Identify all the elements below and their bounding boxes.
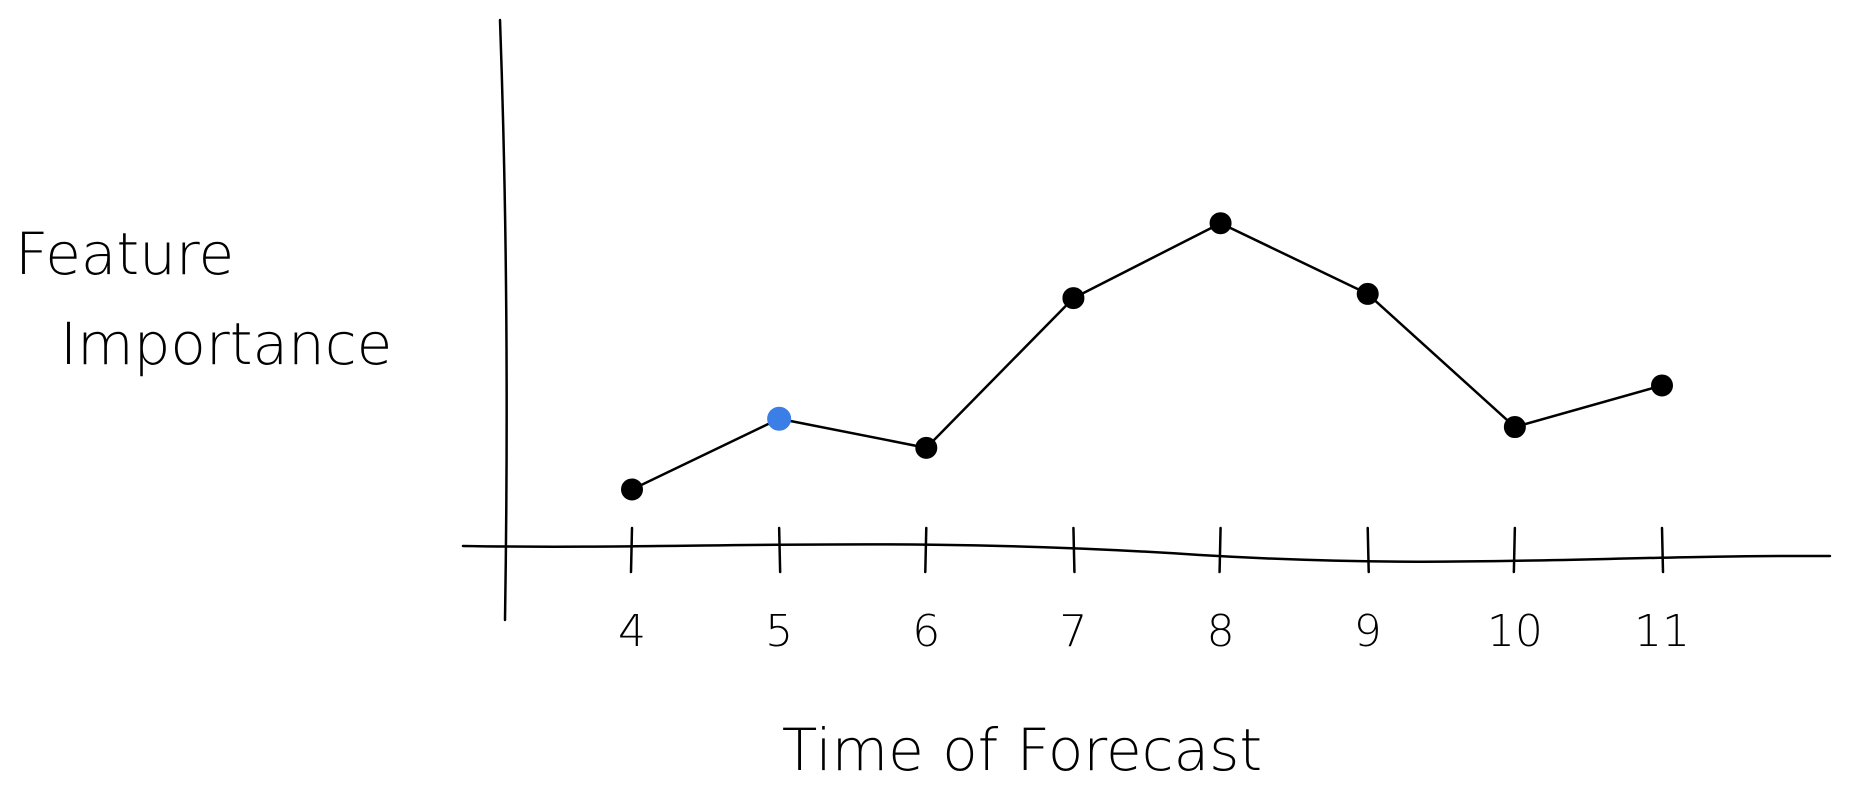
x-ticks: 4 5 6 7 8 9 10 11 bbox=[618, 526, 1690, 657]
y-axis-title-line-1: Feature bbox=[15, 220, 234, 288]
x-tick-5 bbox=[777, 526, 782, 574]
x-axis-title: Time of Forecast bbox=[782, 716, 1262, 784]
x-tick-11 bbox=[1660, 526, 1665, 574]
x-tick-label-6: 6 bbox=[912, 606, 940, 657]
data-point-7 bbox=[1062, 287, 1085, 310]
series-layer bbox=[621, 212, 1673, 501]
x-tick-label-10: 10 bbox=[1487, 606, 1543, 657]
data-point-9 bbox=[1356, 282, 1379, 305]
y-axis-line bbox=[498, 18, 508, 622]
x-tick-label-8: 8 bbox=[1207, 606, 1235, 657]
x-tick-label-11: 11 bbox=[1634, 606, 1690, 657]
data-point-11 bbox=[1651, 374, 1673, 397]
data-point-6 bbox=[915, 436, 938, 459]
x-tick-label-4: 4 bbox=[618, 606, 646, 657]
x-tick-6 bbox=[924, 526, 928, 574]
data-point-8 bbox=[1209, 212, 1232, 235]
x-tick-7 bbox=[1072, 526, 1076, 574]
x-tick-10 bbox=[1512, 526, 1517, 574]
data-point-10 bbox=[1503, 416, 1526, 439]
x-tick-label-5: 5 bbox=[765, 606, 793, 657]
x-tick-label-7: 7 bbox=[1059, 606, 1087, 657]
series-line bbox=[630, 221, 1664, 491]
x-tick-4 bbox=[629, 526, 634, 574]
x-axis-line bbox=[461, 543, 1832, 563]
highlighted-data-point-5 bbox=[767, 406, 792, 431]
x-tick-8 bbox=[1218, 526, 1222, 574]
y-axis-title-line-2: Importance bbox=[60, 310, 392, 378]
data-point-4 bbox=[621, 478, 643, 501]
x-tick-9 bbox=[1366, 526, 1370, 574]
x-tick-label-9: 9 bbox=[1354, 606, 1382, 657]
